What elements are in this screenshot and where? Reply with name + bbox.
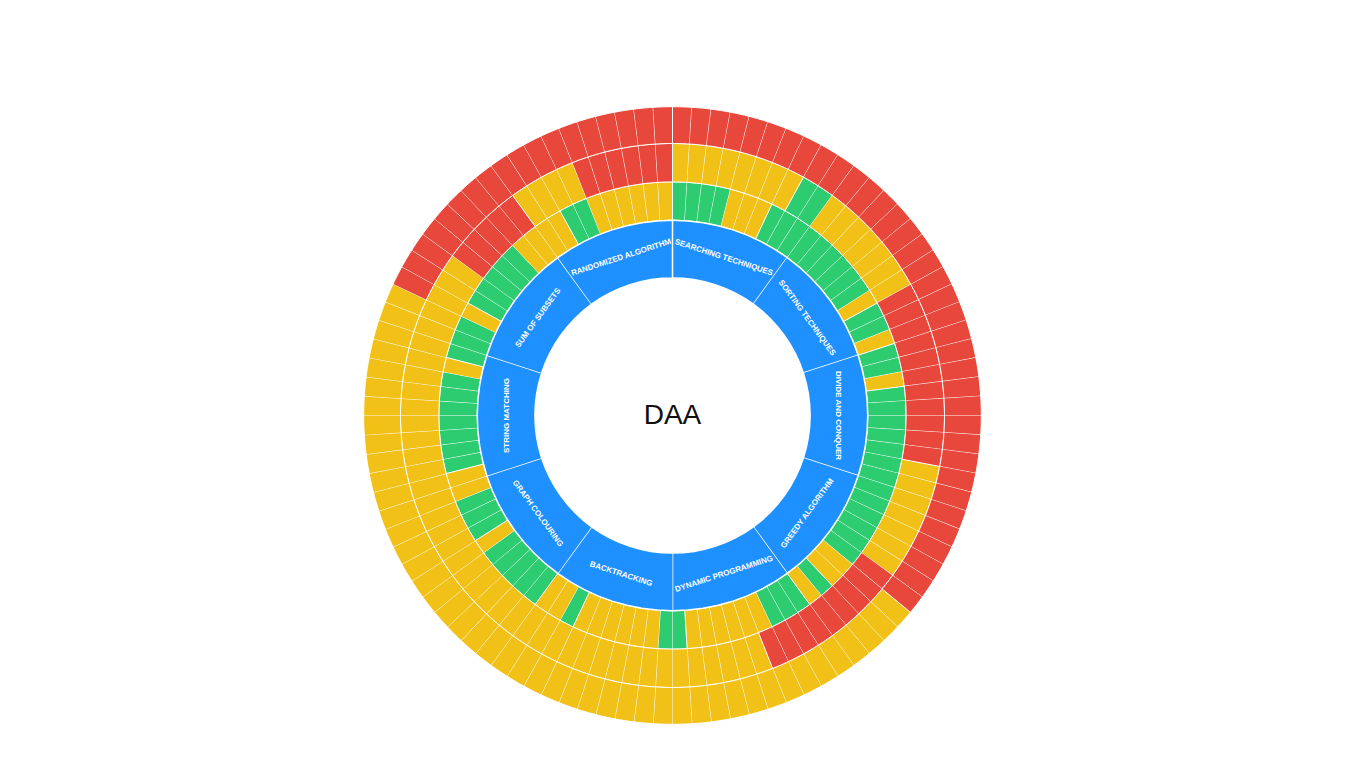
svg-text:GREEDY ALGORITHM: GREEDY ALGORITHM <box>779 476 836 550</box>
svg-text:RANDOMIZED ALGORITHM: RANDOMIZED ALGORITHM <box>570 237 673 278</box>
svg-text:DAA: DAA <box>644 399 702 430</box>
svg-text:DIVIDE AND CONQUER: DIVIDE AND CONQUER <box>834 371 843 460</box>
svg-text:SORTING TECHNIQUES: SORTING TECHNIQUES <box>777 278 838 358</box>
svg-text:BACKTRACKING: BACKTRACKING <box>589 559 654 588</box>
svg-text:STRING MATCHING: STRING MATCHING <box>502 378 511 453</box>
svg-text:SEARCHING TECHNIQUES: SEARCHING TECHNIQUES <box>674 237 775 277</box>
svg-text:GRAPH COLOURING: GRAPH COLOURING <box>511 478 565 548</box>
svg-text:SUM OF SUBSETS: SUM OF SUBSETS <box>513 286 562 349</box>
svg-text:DYNAMIC PROGRAMMING: DYNAMIC PROGRAMMING <box>674 554 774 594</box>
